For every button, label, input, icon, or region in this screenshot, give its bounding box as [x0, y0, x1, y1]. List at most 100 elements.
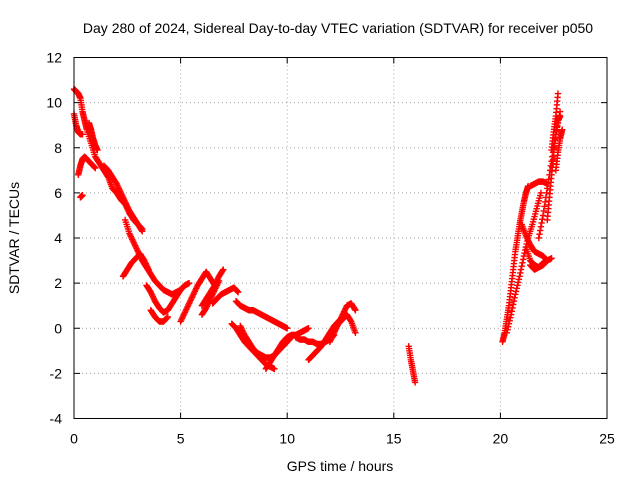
- data-point-interp: [505, 320, 513, 327]
- data-point: [559, 126, 566, 133]
- series-arc-b: [70, 110, 86, 138]
- series-arc-v: [335, 311, 359, 336]
- y-tick-label: -2: [50, 365, 63, 381]
- y-tick-label: 10: [46, 95, 62, 111]
- data-point: [503, 329, 510, 336]
- series-arc-c: [75, 153, 99, 179]
- data-point: [539, 212, 547, 219]
- data-point-interp: [513, 285, 520, 292]
- series-arc-r: [262, 325, 312, 373]
- data-point-interp: [511, 294, 518, 301]
- series-arc-w: [405, 343, 419, 386]
- data-point: [512, 291, 519, 298]
- data-points: [70, 85, 566, 386]
- data-point-interp: [518, 263, 525, 270]
- series-arc-f: [100, 162, 146, 235]
- data-point-interp: [515, 276, 523, 283]
- data-point: [554, 90, 562, 97]
- data-point-interp: [504, 326, 511, 333]
- data-point-interp: [549, 153, 556, 160]
- series-arc-i: [143, 279, 193, 316]
- data-point: [352, 329, 359, 336]
- y-tick-label: 2: [54, 275, 62, 291]
- data-point-interp: [506, 317, 513, 324]
- y-tick-label: 0: [54, 320, 62, 336]
- data-point: [352, 307, 359, 314]
- data-point-interp: [536, 227, 544, 234]
- data-point-interp: [510, 297, 518, 305]
- series-arc-e: [85, 119, 101, 154]
- data-point: [164, 313, 172, 321]
- data-point-interp: [509, 304, 516, 312]
- data-point-interp: [234, 288, 241, 295]
- y-tick-label: 12: [46, 50, 62, 66]
- series-arc-m: [198, 277, 223, 318]
- x-tick-label: 15: [386, 431, 402, 447]
- data-point-interp: [539, 215, 546, 223]
- x-tick-label: 5: [177, 431, 185, 447]
- x-tick-label: 0: [70, 431, 78, 447]
- data-point-interp: [536, 231, 543, 238]
- y-tick-label: 6: [54, 185, 62, 201]
- data-point: [411, 379, 419, 386]
- x-axis-label: GPS time / hours: [287, 458, 394, 474]
- y-tick-label: 8: [54, 140, 62, 156]
- data-point: [220, 266, 227, 273]
- x-tick-label: 20: [493, 431, 509, 447]
- axis-ticks: [73, 57, 608, 419]
- data-point: [284, 325, 291, 332]
- series-arc-ag: [552, 126, 566, 174]
- data-point: [516, 273, 523, 280]
- data-point-interp: [517, 269, 524, 277]
- x-tick-label: 25: [599, 431, 615, 447]
- y-tick-label: 4: [54, 230, 62, 246]
- data-point: [537, 189, 545, 197]
- series-arc-ac: [527, 255, 555, 273]
- data-point-interp: [543, 189, 550, 197]
- data-point-interp: [538, 219, 545, 227]
- data-point-interp: [507, 314, 514, 321]
- data-point: [271, 365, 278, 373]
- data-point: [507, 311, 515, 318]
- y-axis-label: SDTVAR / TECUs: [6, 182, 22, 294]
- data-point-interp: [505, 323, 512, 330]
- series-arc-n: [209, 284, 242, 307]
- series-arc-g: [121, 216, 184, 298]
- data-point: [215, 277, 223, 285]
- data-point-interp: [540, 207, 547, 215]
- data-point-interp: [514, 279, 522, 286]
- series-arc-o: [232, 297, 291, 332]
- data-point-interp: [91, 164, 98, 171]
- data-point: [139, 228, 146, 235]
- series-arc-h: [119, 250, 152, 280]
- data-point-interp: [347, 317, 354, 324]
- data-point: [548, 255, 555, 262]
- data-point-interp: [517, 266, 525, 273]
- y-tick-label: -4: [50, 411, 63, 427]
- x-tick-label: 10: [279, 431, 295, 447]
- series-arc-k: [177, 268, 218, 325]
- data-point-interp: [512, 288, 520, 295]
- data-point: [79, 191, 86, 199]
- data-point: [94, 146, 101, 154]
- data-point-interp: [219, 267, 226, 274]
- data-point: [145, 266, 152, 273]
- chart-title: Day 280 of 2024, Sidereal Day-to-day VTE…: [83, 20, 593, 36]
- data-point-interp: [509, 301, 517, 308]
- data-point-interp: [351, 305, 358, 313]
- tick-labels: 0 5 10 15 20 25 -4 -2 0 2 4 6 8 10 12: [46, 50, 615, 447]
- data-point: [305, 325, 312, 332]
- data-point: [234, 288, 242, 296]
- data-point-interp: [519, 256, 527, 263]
- data-point-interp: [514, 282, 521, 289]
- series-arc-af: [548, 90, 562, 154]
- data-point-interp: [537, 223, 545, 230]
- data-point-interp: [163, 314, 171, 321]
- data-point: [92, 164, 99, 172]
- data-point-interp: [541, 198, 549, 206]
- series-arc-d: [77, 191, 86, 201]
- data-point: [185, 279, 193, 287]
- data-point-interp: [138, 226, 145, 234]
